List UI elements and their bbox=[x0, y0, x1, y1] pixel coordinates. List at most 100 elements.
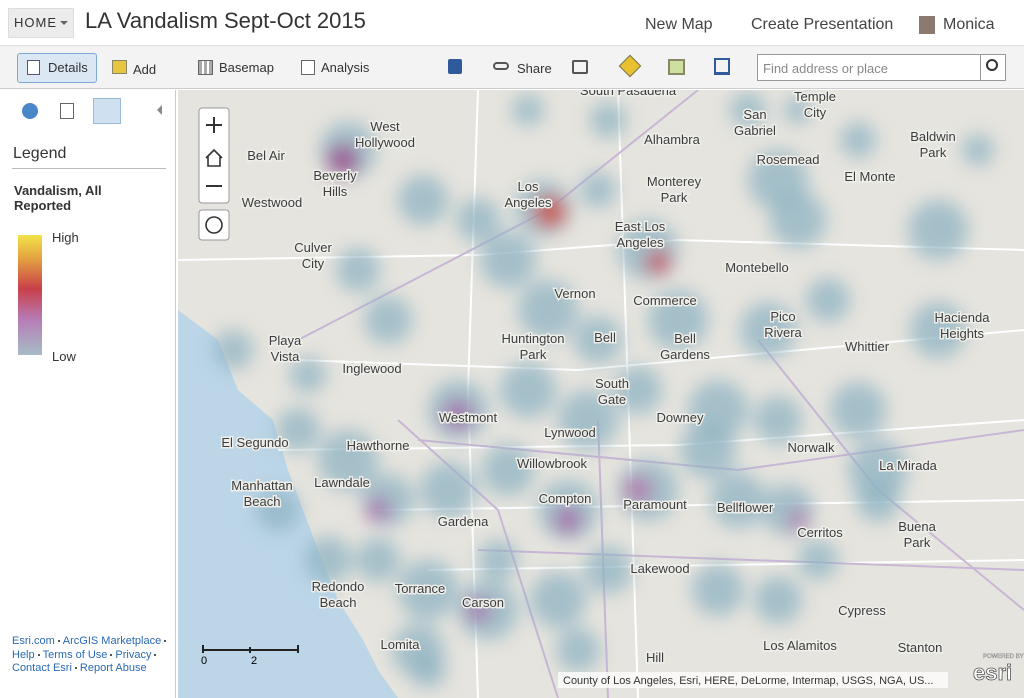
heat-blob bbox=[466, 598, 490, 622]
footer-link[interactable]: Report Abuse bbox=[79, 662, 147, 674]
save-icon[interactable] bbox=[448, 59, 462, 74]
search-button[interactable] bbox=[980, 54, 1006, 81]
heat-blob bbox=[648, 290, 708, 350]
heat-blob bbox=[213, 330, 253, 370]
esri-logo: esri bbox=[973, 660, 1012, 685]
place-label: Gardena bbox=[438, 514, 489, 529]
place-label: Los bbox=[518, 179, 539, 194]
heat-blob bbox=[530, 572, 586, 628]
content-tab[interactable] bbox=[60, 103, 74, 119]
footer-link[interactable]: Contact Esri bbox=[12, 662, 72, 674]
heat-blob bbox=[798, 540, 838, 580]
heat-blob bbox=[740, 302, 796, 358]
heat-blob bbox=[482, 444, 534, 496]
place-label: Rivera bbox=[764, 325, 802, 340]
nav-new-map[interactable]: New Map bbox=[645, 16, 713, 33]
place-label: Hill bbox=[646, 650, 664, 665]
heat-blob bbox=[398, 560, 458, 620]
place-label: Lakewood bbox=[630, 561, 689, 576]
place-label: Playa bbox=[269, 333, 302, 348]
place-label: Redondo bbox=[312, 579, 365, 594]
heat-blob bbox=[770, 192, 826, 248]
legend-tab[interactable] bbox=[93, 98, 121, 124]
place-label: Beverly bbox=[313, 168, 357, 183]
footer-link[interactable]: Privacy bbox=[115, 648, 152, 661]
heat-blob bbox=[680, 422, 736, 478]
heat-blob bbox=[580, 172, 616, 208]
place-label: Gate bbox=[598, 392, 626, 407]
place-label: Gardens bbox=[660, 347, 710, 362]
nav-create-presentation[interactable]: Create Presentation bbox=[751, 16, 894, 33]
heat-blob bbox=[754, 396, 802, 444]
place-label: Angeles bbox=[617, 235, 664, 250]
details-icon bbox=[27, 60, 40, 75]
place-label: Cypress bbox=[838, 603, 886, 618]
place-label: Manhattan bbox=[231, 478, 292, 493]
heat-blob bbox=[500, 362, 556, 418]
attribution: County of Los Angeles, Esri, HERE, DeLor… bbox=[563, 675, 933, 687]
place-label: Culver bbox=[294, 240, 332, 255]
collapse-button[interactable] bbox=[152, 105, 162, 115]
place-label: Torrance bbox=[395, 581, 446, 596]
footer-link[interactable]: Help bbox=[12, 648, 35, 661]
place-label: Hollywood bbox=[355, 135, 415, 150]
separator bbox=[37, 653, 40, 656]
place-label: Lomita bbox=[380, 637, 420, 652]
footer-link[interactable]: ArcGIS Marketplace bbox=[62, 635, 162, 647]
place-label: Bell bbox=[594, 330, 616, 345]
bookmarks-icon[interactable] bbox=[714, 58, 730, 75]
place-label: Park bbox=[520, 347, 547, 362]
heat-blob bbox=[830, 382, 886, 438]
home-extent[interactable] bbox=[205, 148, 223, 167]
place-label: Montebello bbox=[725, 260, 789, 275]
place-label: Bellflower bbox=[717, 500, 774, 515]
locate-icon bbox=[205, 216, 223, 234]
heat-blob bbox=[336, 248, 380, 292]
print-icon[interactable] bbox=[572, 60, 588, 74]
zoom-in[interactable] bbox=[206, 117, 222, 133]
search-input[interactable]: Find address or place bbox=[757, 54, 981, 81]
heat-blob bbox=[646, 250, 670, 274]
heat-blob bbox=[624, 476, 652, 504]
map-title: LA Vandalism Sept-Oct 2015 bbox=[85, 8, 366, 33]
freeways bbox=[297, 90, 1024, 698]
place-label: Beach bbox=[244, 494, 281, 509]
about-tab[interactable] bbox=[22, 103, 38, 119]
basemap-button[interactable]: Basemap bbox=[219, 60, 274, 75]
place-label: Gabriel bbox=[734, 123, 776, 138]
nav-user[interactable]: Monica bbox=[943, 16, 995, 33]
sidebar: Legend Vandalism, All Reported High Low … bbox=[0, 90, 176, 698]
place-label: Bell bbox=[674, 331, 696, 346]
place-label: Baldwin bbox=[910, 129, 956, 144]
heat-blob bbox=[364, 296, 412, 344]
place-label: Whittier bbox=[845, 339, 890, 354]
place-label: Norwalk bbox=[788, 440, 835, 455]
place-label: Lynwood bbox=[544, 425, 596, 440]
separator bbox=[154, 653, 157, 656]
layer-name: Vandalism, All Reported bbox=[14, 183, 102, 213]
measure-icon[interactable] bbox=[668, 59, 685, 75]
map: BeverlyHillsWestHollywoodLosAngelesEast … bbox=[178, 90, 1024, 698]
place-label: Stanton bbox=[898, 640, 943, 655]
heat-blob bbox=[290, 357, 326, 393]
place-label: Cerritos bbox=[797, 525, 843, 540]
place-label: Buena bbox=[898, 519, 936, 534]
separator bbox=[164, 640, 167, 643]
directions-icon[interactable] bbox=[618, 54, 642, 78]
footer-link[interactable]: Esri.com bbox=[12, 635, 55, 647]
separator bbox=[110, 653, 113, 656]
place-labels: BeverlyHillsWestHollywoodLosAngelesEast … bbox=[220, 90, 992, 667]
home-button[interactable]: HOME bbox=[8, 8, 74, 38]
add-icon bbox=[112, 60, 127, 74]
details-label[interactable]: Details bbox=[48, 60, 88, 75]
add-button[interactable]: Add bbox=[133, 62, 157, 77]
locate-control[interactable] bbox=[198, 209, 230, 241]
analysis-button[interactable]: Analysis bbox=[321, 60, 370, 75]
place-label: Rosemead bbox=[757, 152, 820, 167]
share-button[interactable]: Share bbox=[517, 61, 552, 76]
footer-link[interactable]: Terms of Use bbox=[42, 648, 108, 661]
share-icon bbox=[493, 62, 509, 70]
scale-bar bbox=[202, 645, 299, 653]
place-label: Carson bbox=[462, 595, 504, 610]
heat-blob bbox=[256, 488, 300, 532]
